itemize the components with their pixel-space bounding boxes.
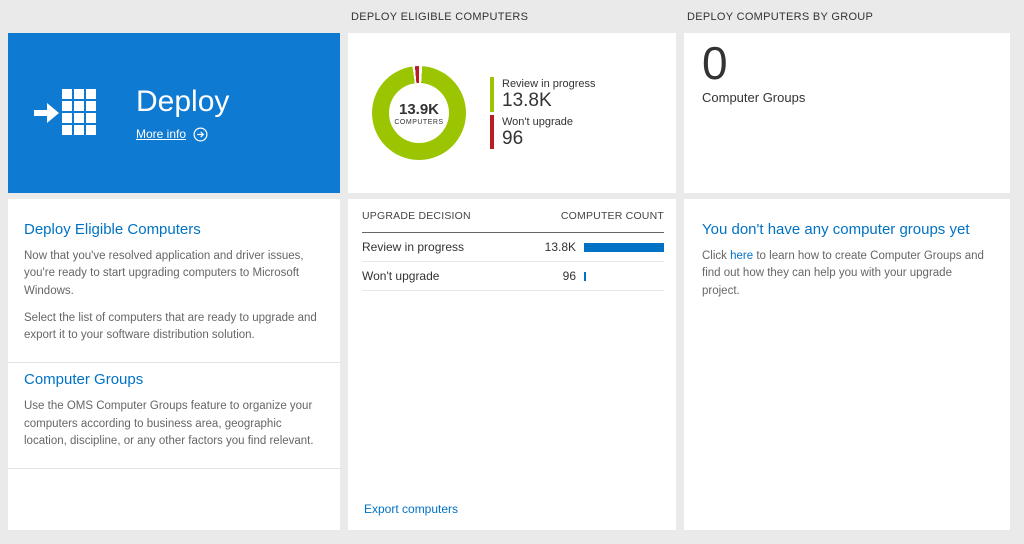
divider bbox=[8, 468, 340, 469]
count-bar bbox=[584, 271, 586, 281]
row-value: 96 bbox=[562, 269, 576, 283]
row-label: Review in progress bbox=[362, 240, 465, 254]
row-bar-cell bbox=[584, 242, 664, 252]
row-value: 13.8K bbox=[544, 240, 576, 254]
deploy-computers-by-group-column: DEPLOY COMPUTERS BY GROUP 0 Computer Gro… bbox=[684, 0, 1010, 530]
table-header-row: UPGRADE DECISION COMPUTER COUNT bbox=[362, 199, 664, 233]
column-header-computer-count: COMPUTER COUNT bbox=[560, 209, 664, 222]
section-heading-deploy-eligible: Deploy Eligible Computers bbox=[24, 221, 201, 238]
donut-center: 13.9K COMPUTERS bbox=[389, 83, 449, 143]
legend-item-wont-upgrade: Won't upgrade 96 bbox=[490, 114, 596, 150]
deploy-computers-by-group-header: DEPLOY COMPUTERS BY GROUP bbox=[687, 10, 874, 23]
deploy-overview-column: Deploy More info Deploy Eligible Compute… bbox=[8, 0, 340, 530]
computer-groups-paragraph: Use the OMS Computer Groups feature to o… bbox=[24, 400, 314, 447]
computer-groups-count: 0 bbox=[702, 37, 728, 89]
deploy-eligible-paragraph-1: Now that you've resolved application and… bbox=[24, 250, 304, 297]
arrow-circle-icon bbox=[193, 127, 208, 141]
more-info-link[interactable]: More info bbox=[136, 127, 229, 142]
chart-legend: Review in progress 13.8K Won't upgrade 9… bbox=[490, 76, 596, 150]
legend-value: 13.8K bbox=[502, 89, 552, 111]
legend-value: 96 bbox=[502, 127, 524, 149]
deploy-description-card: Deploy Eligible Computers Now that you'v… bbox=[8, 199, 340, 530]
divider bbox=[8, 362, 340, 364]
no-groups-heading: You don't have any computer groups yet bbox=[702, 221, 970, 238]
here-link[interactable]: here bbox=[730, 250, 754, 262]
column-header-upgrade-decision: UPGRADE DECISION bbox=[362, 209, 471, 222]
donut-total-label: COMPUTERS bbox=[394, 118, 444, 126]
section-heading-computer-groups: Computer Groups bbox=[24, 371, 144, 389]
deploy-eligible-computers-header: DEPLOY ELIGIBLE COMPUTERS bbox=[351, 10, 529, 23]
deploy-tile[interactable]: Deploy More info bbox=[8, 33, 340, 193]
row-label: Won't upgrade bbox=[362, 269, 440, 283]
legend-item-review-in-progress: Review in progress 13.8K bbox=[490, 76, 596, 112]
deploy-tile-text: Deploy More info bbox=[136, 85, 229, 142]
computer-groups-count-label: Computer Groups bbox=[702, 89, 806, 105]
no-groups-text-before: Click bbox=[702, 250, 727, 262]
export-computers-link[interactable]: Export computers bbox=[364, 502, 459, 516]
no-groups-text-after: to learn how to create Computer Groups a… bbox=[702, 250, 984, 297]
upgrade-decision-table-card: UPGRADE DECISION COMPUTER COUNT Review i… bbox=[348, 199, 676, 530]
no-groups-text: Click here to learn how to create Comput… bbox=[702, 248, 992, 300]
deploy-tile-title: Deploy bbox=[136, 84, 230, 118]
legend-swatch-green bbox=[490, 76, 494, 112]
legend-label: Review in progress bbox=[502, 77, 596, 90]
legend-label: Won't upgrade bbox=[502, 115, 574, 128]
table-row[interactable]: Review in progress 13.8K bbox=[362, 233, 664, 262]
row-bar-cell bbox=[584, 271, 664, 281]
deploy-eligible-computers-column: DEPLOY ELIGIBLE COMPUTERS 13.9K COMPUTER… bbox=[348, 0, 676, 530]
eligible-computers-chart-tile[interactable]: 13.9K COMPUTERS Review in progress 13.8K… bbox=[348, 33, 676, 193]
no-computer-groups-card: You don't have any computer groups yet C… bbox=[684, 199, 1010, 530]
more-info-label: More info bbox=[136, 127, 187, 141]
count-bar bbox=[584, 242, 664, 252]
computers-donut-chart[interactable]: 13.9K COMPUTERS bbox=[372, 66, 466, 160]
deploy-eligible-paragraph-2: Select the list of computers that are re… bbox=[24, 311, 317, 341]
legend-swatch-red bbox=[490, 114, 494, 150]
legend-text: Review in progress 13.8K bbox=[502, 77, 596, 112]
deploy-icon bbox=[34, 89, 96, 135]
legend-text: Won't upgrade 96 bbox=[502, 115, 573, 150]
left-column-header-spacer bbox=[8, 0, 340, 33]
table-row[interactable]: Won't upgrade 96 bbox=[362, 262, 664, 291]
computer-groups-count-tile[interactable]: 0 Computer Groups bbox=[684, 33, 1010, 193]
donut-total-value: 13.9K bbox=[398, 100, 440, 118]
